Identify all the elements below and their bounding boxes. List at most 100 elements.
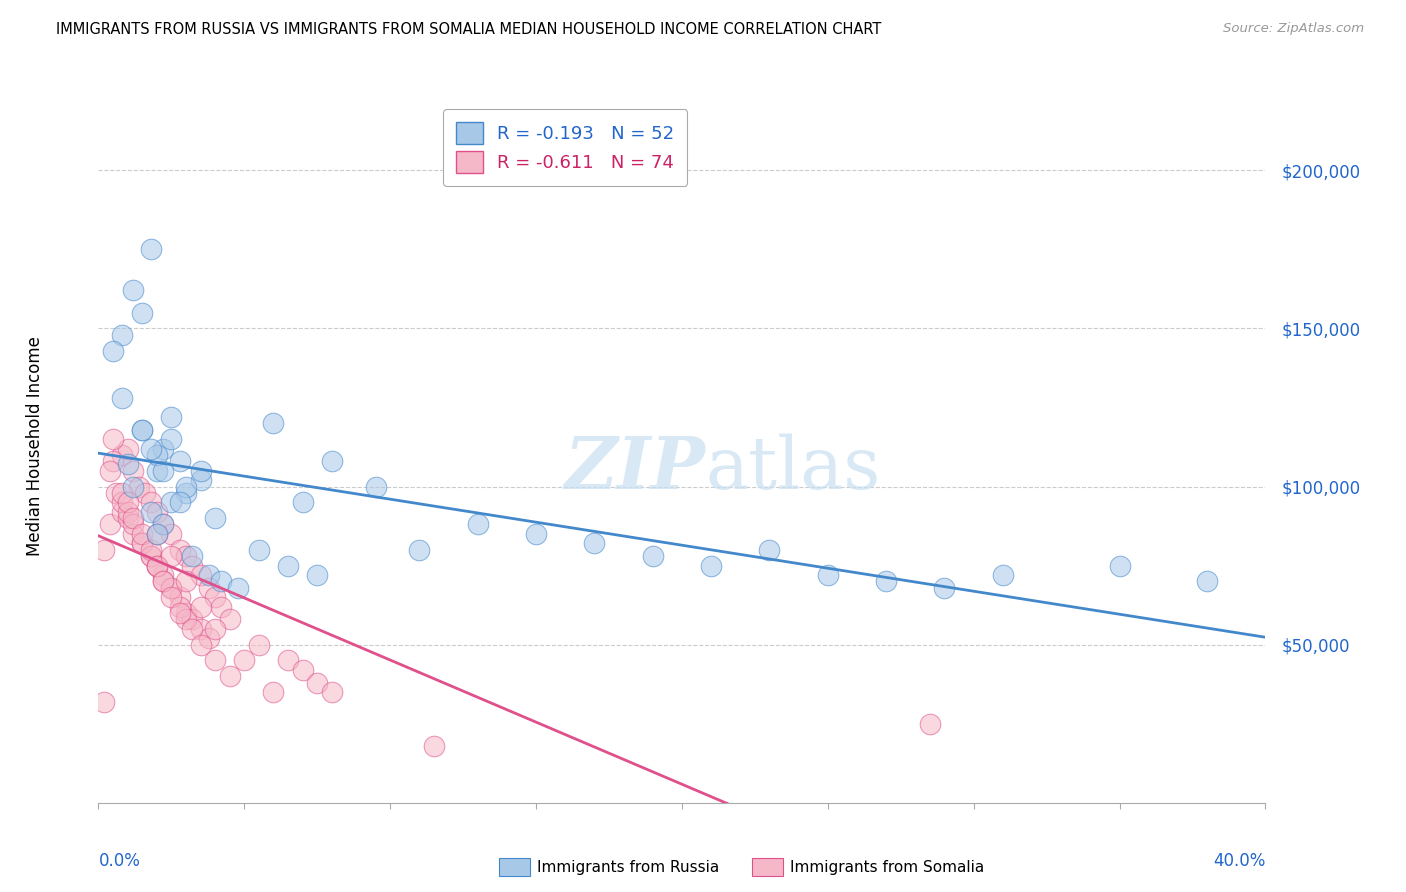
Point (139, 549, 162, 563)
Point (152, 568, 174, 582)
Point (291, 663, 314, 677)
Point (139, 243, 162, 257)
Point (131, 423, 153, 437)
Point (277, 653, 299, 667)
Point (169, 591, 191, 605)
Point (146, 527, 169, 541)
Point (117, 511, 139, 525)
Point (93, 542, 115, 557)
Text: atlas: atlas (706, 434, 880, 504)
Point (991, 568, 1014, 582)
Point (190, 473, 212, 487)
Point (1108, 558, 1130, 573)
Point (817, 568, 839, 582)
Point (364, 479, 387, 493)
Point (160, 581, 183, 595)
Point (204, 653, 226, 667)
Point (139, 549, 162, 563)
Point (190, 622, 212, 636)
Text: IMMIGRANTS FROM RUSSIA VS IMMIGRANTS FROM SOMALIA MEDIAN HOUSEHOLD INCOME CORREL: IMMIGRANTS FROM RUSSIA VS IMMIGRANTS FRO… (56, 22, 882, 37)
Point (204, 622, 226, 636)
Point (218, 669, 240, 683)
Point (467, 517, 489, 532)
Point (122, 479, 145, 493)
Point (408, 542, 430, 557)
Point (111, 327, 134, 342)
Point (111, 505, 134, 519)
Point (169, 606, 191, 620)
Point (169, 599, 191, 614)
Point (160, 549, 183, 563)
Point (180, 549, 202, 563)
Point (152, 517, 174, 532)
Point (583, 536, 606, 550)
Point (111, 486, 134, 500)
Point (169, 495, 191, 509)
Point (209, 574, 232, 589)
Point (198, 632, 221, 646)
Point (209, 599, 232, 614)
Point (131, 305, 153, 319)
Point (146, 505, 169, 519)
Point (160, 581, 183, 595)
Point (131, 527, 153, 541)
Point (233, 653, 256, 667)
Point (198, 581, 221, 595)
Point (146, 558, 169, 573)
Point (247, 542, 270, 557)
Point (98, 517, 121, 532)
Point (321, 685, 343, 699)
Point (174, 486, 197, 500)
Point (423, 739, 446, 753)
Point (152, 442, 174, 456)
Point (204, 591, 226, 605)
Point (169, 454, 191, 468)
Point (117, 495, 139, 509)
Point (190, 599, 212, 614)
Point (101, 454, 124, 468)
Point (174, 606, 197, 620)
Point (875, 574, 897, 589)
Point (131, 536, 153, 550)
Text: 40.0%: 40.0% (1213, 852, 1265, 870)
Point (101, 432, 124, 446)
Point (160, 409, 183, 424)
Text: Immigrants from Russia: Immigrants from Russia (537, 860, 720, 874)
Point (174, 549, 197, 563)
Point (277, 558, 299, 573)
Point (139, 542, 162, 557)
Text: Immigrants from Somalia: Immigrants from Somalia (790, 860, 984, 874)
Point (174, 612, 197, 626)
Point (139, 505, 162, 519)
Point (146, 558, 169, 573)
Legend: R = -0.193   N = 52, R = -0.611   N = 74: R = -0.193 N = 52, R = -0.611 N = 74 (443, 109, 688, 186)
Point (180, 558, 202, 573)
Point (111, 391, 134, 405)
Point (190, 638, 212, 652)
Point (93, 695, 115, 709)
Point (152, 574, 174, 589)
Point (1195, 574, 1218, 589)
Point (104, 486, 127, 500)
Point (228, 581, 250, 595)
Point (146, 448, 169, 462)
Point (160, 527, 183, 541)
Point (190, 464, 212, 478)
Point (524, 527, 547, 541)
Point (641, 549, 664, 563)
Point (160, 432, 183, 446)
Point (131, 423, 153, 437)
Point (262, 685, 284, 699)
Point (918, 716, 941, 731)
Point (122, 284, 145, 298)
Point (139, 495, 162, 509)
Point (198, 568, 221, 582)
Text: Source: ZipAtlas.com: Source: ZipAtlas.com (1223, 22, 1364, 36)
Point (160, 495, 183, 509)
Point (117, 505, 139, 519)
Point (111, 495, 134, 509)
Text: ZIP: ZIP (564, 434, 706, 504)
Point (321, 454, 343, 468)
Point (218, 612, 240, 626)
Point (291, 495, 314, 509)
